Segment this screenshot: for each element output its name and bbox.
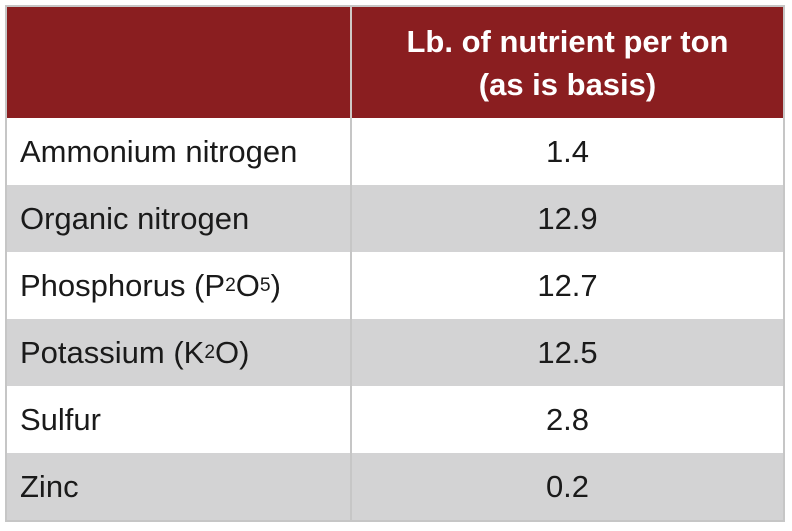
nutrient-label: Organic nitrogen bbox=[7, 185, 350, 252]
header-value-line1: Lb. of nutrient per ton bbox=[406, 23, 729, 59]
nutrient-value: 12.5 bbox=[350, 319, 783, 386]
nutrient-value: 12.7 bbox=[350, 252, 783, 319]
table-grid: Lb. of nutrient per ton (as is basis) bbox=[7, 7, 783, 118]
nutrient-value: 1.4 bbox=[350, 118, 783, 185]
nutrient-label: Zinc bbox=[7, 453, 350, 520]
nutrient-value: 2.8 bbox=[350, 386, 783, 453]
nutrient-label: Potassium (K 2 O) bbox=[7, 319, 350, 386]
nutrient-label: Sulfur bbox=[7, 386, 350, 453]
nutrient-table: Lb. of nutrient per ton (as is basis) Am… bbox=[5, 5, 785, 522]
nutrient-label: Ammonium nitrogen bbox=[7, 118, 350, 185]
nutrient-value: 0.2 bbox=[350, 453, 783, 520]
table-body: Ammonium nitrogen 1.4 Organic nitrogen 1… bbox=[7, 118, 783, 520]
nutrient-value: 12.9 bbox=[350, 185, 783, 252]
header-value-line2: (as is basis) bbox=[478, 66, 657, 102]
header-nutrient-cell bbox=[7, 7, 350, 118]
header-value-cell: Lb. of nutrient per ton (as is basis) bbox=[350, 7, 783, 118]
nutrient-label: Phosphorus (P 2 O 5) bbox=[7, 252, 350, 319]
